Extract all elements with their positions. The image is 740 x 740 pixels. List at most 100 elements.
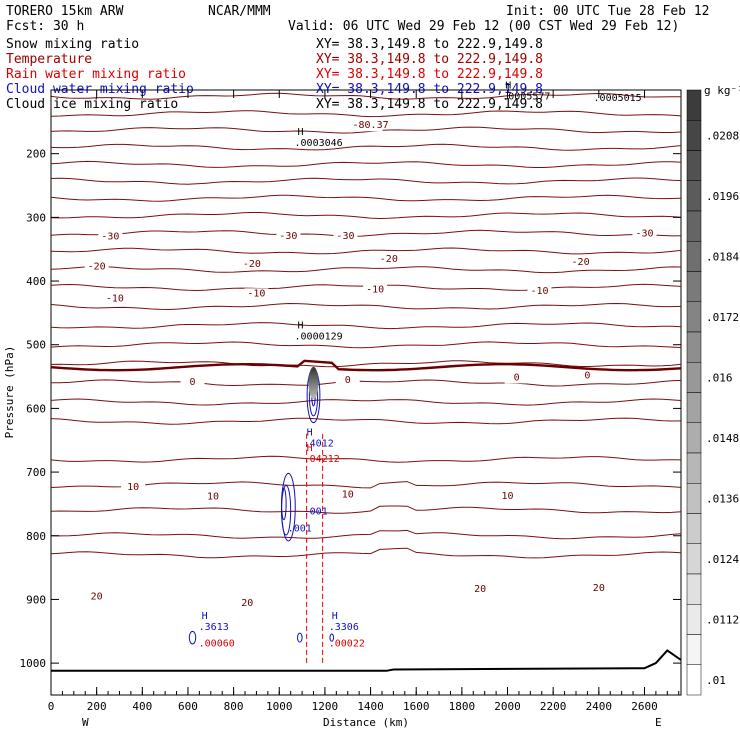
temperature-contour (50, 505, 682, 514)
temperature-contour (50, 322, 682, 330)
colorbar-swatch (686, 120, 702, 151)
isotherm-label: -20 (380, 254, 398, 265)
temperature-contour (50, 212, 682, 220)
isotherm-label: -10 (530, 286, 548, 297)
cloud-water-contour (188, 630, 197, 645)
isotherm-label: 20 (474, 584, 486, 595)
extremum-value: .0005577 (502, 92, 550, 103)
colorbar-swatch (686, 483, 702, 514)
axes: 0 200 400 600 800 1000 1200 1400 1600 1800 2000 220… (20, 90, 681, 713)
colorbar-label: .0136 (706, 492, 739, 505)
colorbar-label: .016 (706, 371, 733, 384)
label-background (527, 285, 552, 297)
label-background (84, 591, 109, 603)
y-tick-label: 600 (26, 402, 46, 415)
legend-entry-xy: XY= 38.3,149.8 to 222.9,149.8 (316, 97, 543, 112)
isotherm-label: 10 (127, 482, 139, 493)
isotherm-label: 0 (345, 375, 351, 386)
label-background (335, 374, 360, 386)
label-background (504, 372, 529, 384)
colorbar-swatch (686, 210, 702, 242)
temperature-contours (50, 92, 682, 559)
extremum-value: .00022 (329, 639, 365, 650)
label-background (586, 583, 611, 595)
colorbar-swatch (686, 180, 702, 212)
y-tick-label: 400 (26, 275, 46, 288)
x-tick-label: 800 (224, 700, 244, 713)
temperature-contour (50, 481, 682, 489)
y-tick-label: 800 (26, 530, 46, 543)
extremum-value: .001 (304, 507, 328, 518)
colorbar-label: .0196 (706, 190, 739, 203)
colorbar-label: .0172 (706, 311, 739, 324)
contour-labels: -80.37 -30 -30 -30 -30 -20 -20 -20 -20 -10 -10 -10 -… (84, 81, 657, 650)
extremum-value: .0000129 (295, 332, 343, 343)
x-axis-label: Distance (km) (323, 716, 409, 729)
extremum-mark: H (307, 443, 313, 454)
label-background (495, 490, 520, 502)
temperature-contour (50, 247, 682, 255)
label-background (568, 257, 593, 269)
colorbar-swatch (686, 271, 702, 302)
temperature-contour (50, 529, 682, 540)
colorbar-swatch (686, 543, 702, 575)
temperature-contour (50, 160, 682, 168)
temperature-contour (50, 110, 682, 118)
isotherm-label: 10 (342, 490, 354, 501)
isotherm-label: -20 (572, 257, 590, 268)
legend-entry-name: Snow mixing ratio (6, 37, 139, 52)
isotherm-label: 20 (593, 583, 605, 594)
model-title: TORERO 15km ARW (6, 4, 124, 19)
cloud-water-contour (297, 632, 303, 643)
extremum-mark: H (505, 81, 511, 92)
isotherm-label: 10 (501, 491, 513, 502)
x-tick-label: 1000 (266, 700, 293, 713)
label-background (244, 288, 269, 300)
label-background (363, 284, 388, 296)
x-tick-label: 1800 (449, 700, 476, 713)
y-axis-label: Pressure (hPa) (3, 346, 16, 439)
cloud-water-contour (329, 633, 335, 642)
extremum-value: .001 (288, 523, 312, 534)
cloud-water-contours (188, 366, 335, 645)
isotherm-label: -20 (88, 262, 106, 273)
x-tick-label: 2400 (586, 700, 613, 713)
colorbar-label: .0112 (706, 613, 739, 626)
label-background (84, 261, 109, 273)
extremum-value: .0003046 (295, 138, 343, 149)
colorbar-unit: g kg⁻¹ (704, 84, 740, 97)
isotherm-label: 10 (207, 491, 219, 502)
isotherm-label: -10 (366, 285, 384, 296)
legend-entry-name: Rain water mixing ratio (6, 67, 186, 82)
legend-entry-xy: XY= 38.3,149.8 to 222.9,149.8 (316, 67, 543, 82)
label-background (201, 491, 226, 503)
west-label: W (82, 716, 89, 729)
colorbar-label: .0208 (706, 129, 739, 142)
temperature-contour (50, 341, 682, 349)
label-background (376, 253, 401, 265)
x-tick-label: 2200 (540, 700, 567, 713)
label-background (575, 370, 600, 382)
label-background (98, 231, 123, 243)
extremum-value: .00060 (199, 639, 235, 650)
y-tick-label: 200 (26, 148, 46, 161)
y-tick-label: 300 (26, 211, 46, 224)
extremum-value: .04212 (304, 454, 340, 465)
colorbar-label: .0148 (706, 432, 739, 445)
colorbar-swatch (686, 573, 702, 605)
field-legend: Snow mixing ratio XY= 38.3,149.8 to 222.9… (6, 37, 543, 112)
temperature-contour (50, 126, 682, 134)
temperature-contour (50, 302, 682, 311)
isotherm-label: 0 (190, 377, 196, 388)
extremum-mark: H (202, 611, 208, 622)
x-tick-label: 600 (178, 700, 198, 713)
label-background (121, 481, 146, 493)
y-tick-label: 1000 (20, 657, 47, 670)
y-tick-label: 700 (26, 466, 46, 479)
colorbar-swatch (686, 634, 702, 665)
colorbar-swatch (686, 89, 702, 121)
y-tick-label: 900 (26, 593, 46, 606)
isotherm-label: 0 (584, 370, 590, 381)
temperature-contour (50, 92, 681, 100)
x-tick-label: 0 (48, 700, 55, 713)
